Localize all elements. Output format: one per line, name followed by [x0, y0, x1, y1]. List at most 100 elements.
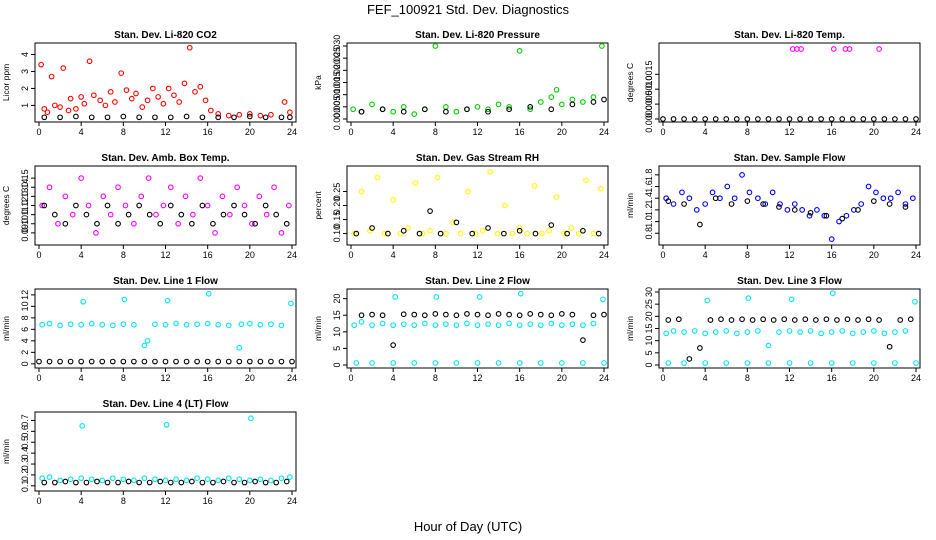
y-axis-label: ml/min [625, 193, 635, 218]
data-point [443, 311, 449, 318]
data-point [495, 322, 502, 329]
data-point [104, 202, 111, 209]
data-point [150, 85, 156, 92]
data-point [839, 215, 846, 222]
data-point [537, 322, 544, 329]
y-axis-label: kPa [313, 75, 323, 90]
data-point [902, 204, 909, 210]
data-point [495, 101, 502, 108]
data-point [733, 330, 740, 337]
panel-title: Stan. Dev. Line 1 Flow [113, 276, 218, 287]
data-point [67, 95, 74, 102]
y-tick-label: 6 [20, 327, 30, 332]
data-point [849, 360, 856, 366]
y-tick-label: 20 [332, 294, 342, 304]
series-black [41, 202, 290, 227]
data-point [141, 358, 148, 365]
data-point [558, 360, 565, 366]
series-magenta [39, 175, 292, 236]
data-point [94, 220, 100, 227]
data-point [358, 312, 365, 319]
data-point [231, 202, 237, 209]
data-point [858, 201, 865, 207]
data-point [580, 99, 586, 105]
data-point [746, 189, 753, 196]
data-point [262, 202, 269, 209]
data-point [411, 311, 418, 318]
data-point [83, 211, 90, 218]
data-point [411, 111, 418, 117]
x-tick-label: 0 [348, 373, 353, 383]
y-tick-label: 0.12 [20, 197, 30, 215]
y-tick-label: 0.10 [332, 225, 342, 243]
data-point [69, 211, 76, 218]
series-black [358, 311, 607, 348]
data-point [453, 108, 460, 115]
data-point [691, 116, 698, 122]
data-point [437, 230, 444, 237]
data-point [760, 316, 766, 323]
data-point [131, 358, 137, 365]
data-point [231, 479, 237, 486]
data-point [99, 477, 106, 484]
data-point [849, 330, 856, 337]
data-point [791, 317, 798, 323]
data-point [791, 207, 798, 213]
y-tick-label: 0.14 [20, 178, 30, 196]
data-point [236, 111, 243, 118]
data-point [548, 94, 555, 100]
data-point [839, 116, 846, 122]
panel-title: Stan. Dev. Li-820 CO2 [114, 30, 217, 41]
data-point [65, 107, 72, 114]
data-point [62, 478, 69, 485]
data-point [234, 184, 241, 191]
data-point [769, 189, 776, 196]
data-point [173, 320, 179, 327]
data-point [163, 421, 170, 428]
x-tick-label: 4 [79, 127, 84, 137]
data-point [469, 230, 476, 237]
data-point [807, 328, 814, 334]
data-point [797, 116, 803, 122]
y-tick-label: 0.20 [332, 197, 342, 215]
data-point [432, 43, 439, 49]
data-point [569, 96, 576, 103]
y-axis-label: degrees C [625, 63, 635, 102]
data-point [474, 311, 481, 318]
data-point [374, 174, 381, 181]
data-point [813, 317, 819, 323]
data-point [390, 322, 397, 329]
data-point [432, 322, 439, 329]
data-point [814, 207, 820, 213]
data-point [183, 113, 190, 120]
data-point [569, 311, 576, 318]
y-axis-label: Licor ppm [1, 64, 11, 101]
data-point [204, 476, 211, 483]
data-point [865, 316, 872, 323]
data-point [190, 211, 196, 218]
data-point [81, 100, 88, 107]
data-point [369, 360, 375, 366]
data-point [162, 358, 169, 365]
data-point [479, 227, 486, 234]
data-point [131, 477, 137, 484]
data-point [411, 360, 418, 366]
data-point [249, 220, 255, 227]
y-tick-label: 0.7 [20, 414, 30, 427]
plot-frame [658, 42, 921, 123]
data-point [157, 478, 164, 485]
y-tick-label: 30 [644, 287, 654, 297]
data-point [681, 360, 687, 366]
data-point [870, 360, 877, 366]
data-point [870, 328, 877, 334]
data-point [62, 193, 69, 200]
data-point [41, 479, 48, 486]
x-tick-label: 16 [515, 127, 525, 137]
data-point [485, 106, 491, 113]
data-point [506, 106, 512, 113]
data-point [262, 114, 269, 121]
x-tick-label: 4 [79, 496, 84, 506]
data-point [122, 202, 129, 209]
data-point [171, 92, 177, 99]
data-point [67, 358, 74, 365]
